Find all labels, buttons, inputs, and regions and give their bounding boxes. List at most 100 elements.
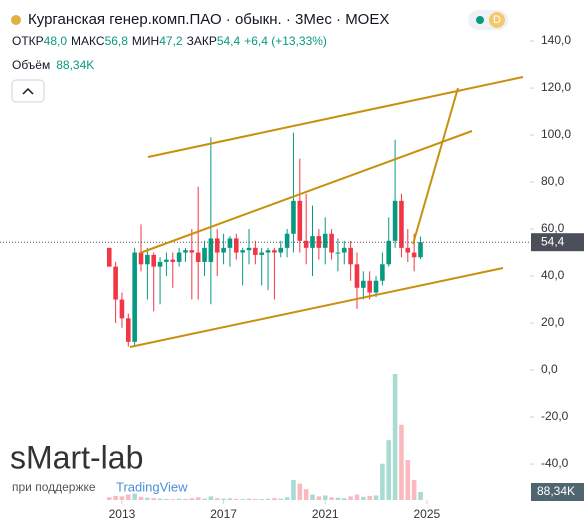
volume-bar [132,493,137,500]
volume-bar [106,497,112,500]
watermark-support: при поддержке [12,480,96,494]
volume-bar [329,497,334,500]
volume-bar [367,495,372,500]
volume-bar [284,497,290,500]
trend-line [129,267,504,348]
x-tick-label: 2013 [109,507,136,521]
label: Объём [12,58,50,72]
volume-bar [176,498,182,500]
volume-bar [157,498,163,500]
volume-bar [354,494,360,500]
candle-body [240,250,245,253]
y-tick-label: 0,0 [541,362,558,376]
y-tick-label: 140,0 [541,33,571,47]
candle-body [380,264,385,281]
volume-bar [214,498,220,500]
candle-body [405,247,411,253]
value: 47,2 [159,34,183,48]
candle-body [214,238,220,253]
candle-body [265,250,271,253]
volume-bar [151,498,157,500]
candle-body [354,264,360,288]
volume-bar [291,480,296,500]
y-tick-label: 60,0 [541,221,565,235]
volume-bar [253,498,258,500]
volume-bar [221,498,226,500]
volume-bar [119,496,125,500]
candle-body [418,242,423,258]
collapse-button[interactable] [11,79,45,103]
volume-bar [373,495,379,500]
candle-body [284,233,290,248]
label: ОТКР [12,34,44,48]
y-tick-label: -40,0 [541,456,569,470]
candle-body [183,250,188,253]
volume-bar [399,424,404,500]
trend-lines [129,76,524,348]
candle-body [392,200,398,241]
price-axis [530,0,584,532]
last-volume-box [531,482,584,501]
volume-bar [170,499,176,500]
candle-body [291,200,296,234]
volume-bar [335,497,341,500]
candle-body [157,261,163,267]
last-price-box [531,233,584,252]
volume-bar [183,498,188,500]
volume-line: Объём 88,34K [12,58,94,72]
volume-bar [208,496,214,500]
candle-body [113,266,118,300]
status-dot [476,16,484,24]
volume-bar [348,496,353,500]
volume-bar [310,494,315,500]
trend-line [412,87,459,245]
candle-body [335,252,341,254]
volume-bar [322,495,328,500]
candle-body [278,247,284,253]
candle-body [297,200,303,241]
watermark-partner: TradingView [116,479,188,494]
volume-bar [418,491,423,500]
volume-bar [227,498,233,500]
volume-bar [145,497,150,500]
candle-body [189,250,195,253]
x-tick-label: 2021 [312,507,339,521]
candle-body [138,252,144,265]
volume-bar [341,498,347,500]
candle-body [176,252,182,262]
candle-body [208,238,214,262]
candle-body [399,200,404,248]
volume-bar [361,496,366,500]
candle-body [361,280,366,288]
volume-bar [202,498,207,500]
candle-body [233,238,239,253]
candle-body [341,247,347,253]
y-tick-label: 40,0 [541,268,565,282]
trend-line [147,76,524,158]
volume-bar [164,498,169,500]
volume-bar [380,463,385,500]
volume-bar [272,498,277,500]
label: МИН [132,34,159,48]
volume-bar [278,498,284,500]
volume-bar [259,499,264,500]
plot: 2013 2017 2021 2025 [0,132,530,521]
volume-bar [316,496,322,500]
volume-bar [246,498,252,500]
candle-body [303,240,309,248]
last-volume-label: 88,34K [537,484,575,498]
value: 56,8 [105,34,129,48]
trend-line [139,130,473,254]
candle-body [202,247,207,262]
chevron [22,87,34,95]
candle-body [170,259,176,262]
volume-bar [240,499,245,500]
x-tick-label: 2025 [413,507,440,521]
y-tick-label: 20,0 [541,315,565,329]
volume-bar [113,495,118,500]
candle-body [348,247,353,265]
volume-bar [297,483,303,500]
logo [11,15,21,25]
x-tick-label: 2017 [210,507,237,521]
